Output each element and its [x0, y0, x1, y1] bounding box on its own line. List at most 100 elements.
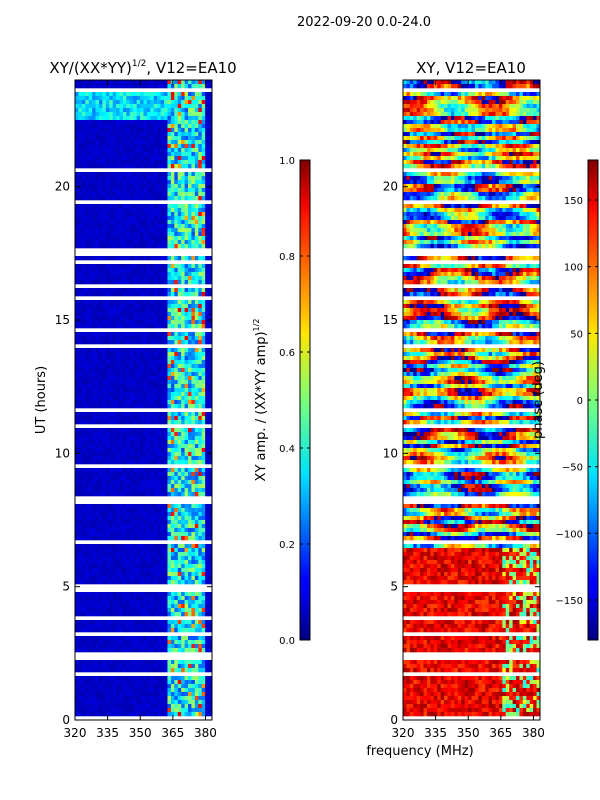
heatmap-cell — [170, 600, 175, 605]
heatmap-cell — [92, 340, 96, 345]
heatmap-cell — [81, 128, 86, 133]
heatmap-cell — [95, 476, 100, 481]
heatmap-cell — [208, 112, 212, 117]
heatmap-cell — [177, 568, 182, 573]
heatmap-cell — [157, 120, 162, 125]
heatmap-cell — [75, 120, 79, 125]
heatmap-cell — [116, 100, 120, 105]
heatmap-cell — [205, 292, 209, 297]
heatmap-cell — [98, 460, 103, 465]
heatmap-cell — [205, 136, 209, 141]
heatmap-cell — [95, 176, 100, 181]
heatmap-cell — [181, 404, 185, 409]
heatmap-cell — [133, 368, 138, 373]
heatmap-cell — [81, 192, 86, 197]
heatmap-cell — [105, 524, 110, 529]
heatmap-cell — [88, 480, 93, 485]
heatmap-cell — [174, 592, 179, 597]
heatmap-cell — [140, 380, 144, 385]
heatmap-cell — [109, 664, 114, 669]
heatmap-cell — [198, 272, 203, 277]
heatmap-cell — [105, 432, 110, 437]
heatmap-cell — [194, 488, 199, 493]
heatmap-cell — [208, 172, 212, 177]
heatmap-cell — [150, 476, 155, 481]
heatmap-cell — [126, 152, 131, 157]
heatmap-cell — [133, 528, 138, 533]
heatmap-cell — [136, 120, 141, 125]
heatmap-cell — [126, 628, 131, 633]
heatmap-cell — [146, 164, 151, 169]
heatmap-cell — [170, 180, 175, 185]
heatmap-cell — [112, 488, 117, 493]
heatmap-cell — [133, 440, 138, 445]
heatmap-cell — [167, 108, 172, 113]
heatmap-cell — [81, 92, 86, 97]
heatmap-cell — [188, 148, 192, 153]
heatmap-cell — [81, 448, 86, 453]
heatmap-cell — [153, 376, 158, 381]
heatmap-cell — [81, 336, 86, 341]
heatmap-cell — [143, 224, 148, 229]
heatmap-cell — [174, 564, 179, 569]
heatmap-cell — [136, 508, 141, 513]
heatmap-cell — [184, 220, 189, 225]
heatmap-cell — [164, 232, 168, 237]
heatmap-cell — [164, 256, 168, 261]
heatmap-cell — [201, 152, 206, 157]
heatmap-cell — [198, 152, 203, 157]
heatmap-cell — [208, 444, 212, 449]
heatmap-cell — [194, 368, 199, 373]
heatmap-cell — [95, 84, 100, 89]
heatmap-cell — [105, 144, 110, 149]
heatmap-cell — [146, 484, 151, 489]
heatmap-cell — [160, 404, 165, 409]
heatmap-cell — [150, 452, 155, 457]
heatmap-cell — [88, 240, 93, 245]
heatmap-cell — [160, 364, 165, 369]
heatmap-cell — [143, 164, 148, 169]
heatmap-cell — [78, 372, 83, 377]
heatmap-cell — [95, 504, 100, 509]
heatmap-cell — [122, 476, 127, 481]
heatmap-cell — [143, 268, 148, 273]
heatmap-cell — [191, 368, 196, 373]
heatmap-cell — [164, 396, 168, 401]
heatmap-cell — [184, 528, 189, 533]
heatmap-cell — [95, 552, 100, 557]
heatmap-cell — [105, 300, 110, 305]
heatmap-cell — [140, 524, 144, 529]
heatmap-cell — [119, 320, 124, 325]
heatmap-cell — [208, 140, 212, 145]
heatmap-cell — [167, 356, 172, 361]
heatmap-cell — [188, 228, 192, 233]
heatmap-cell — [85, 436, 90, 441]
heatmap-cell — [184, 508, 189, 513]
heatmap-cell — [136, 208, 141, 213]
heatmap-cell — [85, 460, 90, 465]
heatmap-cell — [170, 188, 175, 193]
heatmap-cell — [146, 228, 151, 233]
heatmap-cell — [140, 492, 144, 497]
heatmap-cell — [136, 524, 141, 529]
heatmap-cell — [119, 136, 124, 141]
heatmap-cell — [92, 468, 96, 473]
heatmap-cell — [102, 92, 107, 97]
heatmap-cell — [167, 620, 172, 625]
heatmap-cell — [157, 472, 162, 477]
heatmap-cell — [81, 360, 86, 365]
heatmap-cell — [170, 440, 175, 445]
heatmap-cell — [160, 360, 165, 365]
heatmap-cell — [181, 484, 185, 489]
heatmap-cell — [129, 124, 134, 129]
heatmap-cell — [198, 436, 203, 441]
heatmap-cell — [191, 476, 196, 481]
heatmap-cell — [208, 116, 212, 121]
heatmap-cell — [140, 664, 144, 669]
heatmap-cell — [177, 264, 182, 269]
heatmap-cell — [85, 92, 90, 97]
heatmap-cell — [133, 484, 138, 489]
heatmap-cell — [140, 152, 144, 157]
heatmap-cell — [122, 280, 127, 285]
heatmap-cell — [119, 140, 124, 145]
